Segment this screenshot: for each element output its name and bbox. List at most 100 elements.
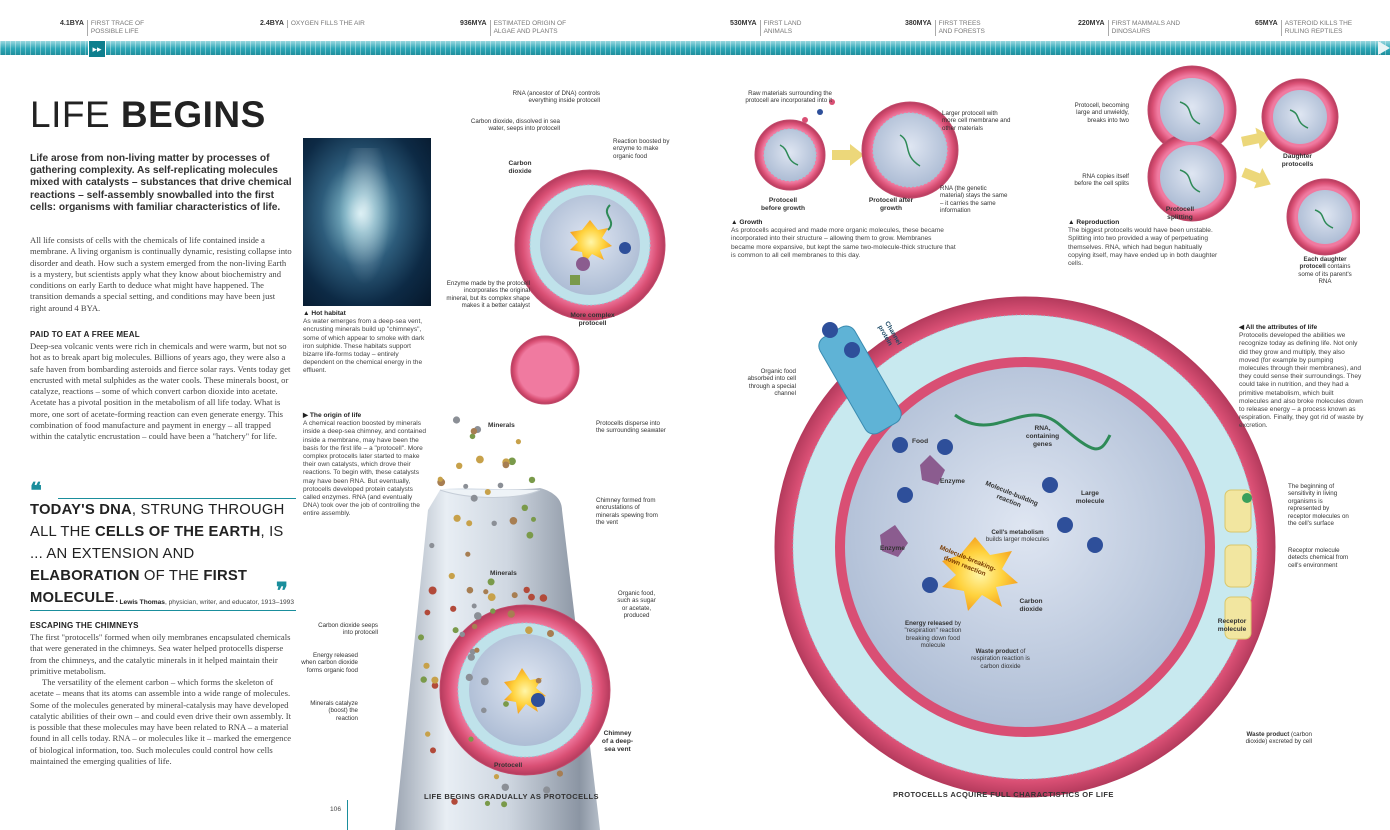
mineral-particle (503, 701, 509, 707)
mineral-particle (463, 483, 469, 489)
mineral-particle (423, 662, 430, 669)
mineral-particle (490, 608, 496, 614)
mineral-particle (456, 462, 463, 469)
section-text: The versatility of the element carbon – … (30, 677, 292, 767)
title-bold: BEGINS (120, 94, 266, 135)
label-raw-materials: Raw materials surrounding the protocell … (745, 90, 832, 105)
timeline-desc: ESTIMATED ORIGIN OF ALGAE AND PLANTS (489, 20, 574, 36)
caption-heading: The origin of life (309, 412, 362, 419)
timeline-date: 530MYA (730, 20, 757, 27)
mineral-particle (539, 594, 548, 602)
quote-rule (58, 498, 296, 499)
hydrothermal-vent-photo (303, 138, 431, 306)
mineral-particle (521, 504, 528, 511)
mineral-particle (487, 593, 496, 601)
caption-heading: Growth (739, 219, 763, 226)
mineral-particle (437, 476, 443, 482)
label-waste-excreted: Waste product (carbon dioxide) excreted … (1234, 731, 1312, 746)
label-becoming: Protocell, becoming large and unwieldy, … (1074, 102, 1129, 124)
mineral-particle (502, 461, 510, 469)
mineral-particle (453, 514, 461, 522)
timeline-event: 65MYA ASTEROID KILLS THE RULING REPTILES (1255, 20, 1365, 36)
title-light: LIFE (30, 94, 121, 135)
mineral-particle (528, 593, 535, 601)
label-bold: Energy released (904, 620, 953, 627)
mineral-particle (431, 676, 439, 684)
mineral-particle (501, 801, 508, 808)
mineral-particle (526, 531, 534, 539)
timeline-event: 530MYA FIRST LAND ANIMALS (730, 20, 814, 36)
label-enzyme-1: Enzyme (940, 478, 965, 485)
chimney-section-caption: LIFE BEGINS GRADUALLY AS PROTOCELLS (424, 792, 599, 801)
timeline-desc: FIRST TRACE OF POSSIBLE LIFE (86, 20, 169, 36)
label-copies: RNA copies itself before the cell splits (1074, 173, 1129, 188)
label-chimney-formed: Chimney formed from encrustations of min… (596, 497, 658, 527)
label-receptor-detects: Receptor molecule detects chemical from … (1288, 547, 1349, 569)
dispersing-protocell (510, 335, 580, 405)
timeline-date: 65MYA (1255, 20, 1278, 27)
label-waste-product: Waste product of respiration reaction is… (963, 648, 1038, 670)
mineral-particle (491, 520, 497, 526)
label-splitting: Protocell splitting (1165, 206, 1195, 221)
label-more-complex: More complex protocell (570, 312, 615, 327)
label-carbon-dioxide: Carbon dioxide (508, 160, 532, 175)
caption-text: As water emerges from a deep-sea vent, e… (303, 318, 425, 375)
label-rest: by "respiration" reaction breaking down … (904, 620, 962, 650)
label-organic-food: Organic food, such as sugar or acetate, … (617, 590, 656, 620)
origin-caption: ▶ The origin of life A chemical reaction … (303, 412, 427, 518)
full-cell-section-caption: PROTOCELLS ACQUIRE FULL CHARACTISTICS OF… (893, 790, 1114, 799)
mineral-particle (501, 783, 509, 791)
label-rest: of respiration reaction is carbon dioxid… (971, 648, 1030, 670)
label-energy-released-cell: Energy released by "respiration" reactio… (898, 620, 968, 650)
quote-close-icon: ❞ (276, 578, 288, 603)
timeline-bar (0, 41, 1390, 55)
label-metabolism: Cell's metabolism builds larger molecules (985, 529, 1050, 544)
mineral-particle (543, 786, 551, 794)
label-bold: Each daughter protocell (1299, 256, 1347, 271)
caption-heading: All the attributes of life (1245, 324, 1318, 331)
mineral-particle (484, 800, 491, 807)
quote-author-desc: , physician, writer, and educator, 1913–… (164, 599, 294, 606)
quote-part: ELABORATION (30, 568, 140, 584)
mineral-particle (509, 517, 518, 525)
mineral-particle (451, 798, 458, 805)
mineral-particle (511, 592, 518, 599)
label-bold: Cell's metabolism (991, 529, 1044, 536)
mineral-particle (497, 482, 504, 489)
quote-part: CELLS OF THE EARTH (94, 524, 261, 540)
timeline-event: 220MYA FIRST MAMMALS AND DINOSAURS (1078, 20, 1200, 36)
timeline-desc: FIRST MAMMALS AND DINOSAURS (1107, 20, 1200, 36)
mineral-particle (467, 653, 475, 661)
label-rna-genes: RNA, containing genes (1025, 425, 1060, 448)
mineral-particle (480, 677, 489, 686)
label-enzyme-2: Enzyme (880, 545, 905, 552)
mineral-particle (431, 682, 439, 689)
label-before-growth: Protocell before growth (761, 197, 805, 212)
mineral-particle (471, 623, 478, 630)
label-reaction-boosted: Reaction boosted by enzyme to make organ… (613, 138, 670, 160)
timeline-date: 220MYA (1078, 20, 1105, 27)
timeline-date: 4.1BYA (60, 20, 84, 27)
mineral-particle (483, 589, 489, 595)
label-beginning-sensitivity: The beginning of sensitivity in living o… (1288, 483, 1349, 528)
label-rna: RNA (ancestor of DNA) controls everythin… (512, 90, 600, 105)
mineral-particle (465, 551, 471, 557)
pull-quote: TODAY'S DNA, STRUNG THROUGH ALL THE CELL… (30, 499, 298, 609)
mineral-particle (468, 736, 474, 742)
section-heading: PAID TO EAT A FREE MEAL (30, 330, 140, 339)
intro-text: Life arose from non-living matter by pro… (30, 153, 292, 213)
mineral-particle (507, 610, 515, 618)
mineral-particle (420, 676, 427, 683)
timeline-marker-button[interactable]: ▸▸ (88, 40, 106, 58)
caption-text: A chemical reaction boosted by minerals … (303, 420, 427, 518)
chimney-protocell (439, 604, 611, 776)
mineral-particle (523, 586, 530, 594)
caption-text: Protocells developed the abilities we re… (1239, 332, 1364, 430)
caption-heading: Hot habitat (311, 310, 346, 317)
quote-rule (30, 610, 296, 611)
growth-diagram (754, 99, 959, 199)
label-receptor: Receptor molecule (1217, 618, 1247, 633)
timeline-date: 380MYA (905, 20, 932, 27)
caption-text: The biggest protocells would have been u… (1068, 227, 1218, 268)
label-minerals-top: Minerals (488, 422, 515, 429)
